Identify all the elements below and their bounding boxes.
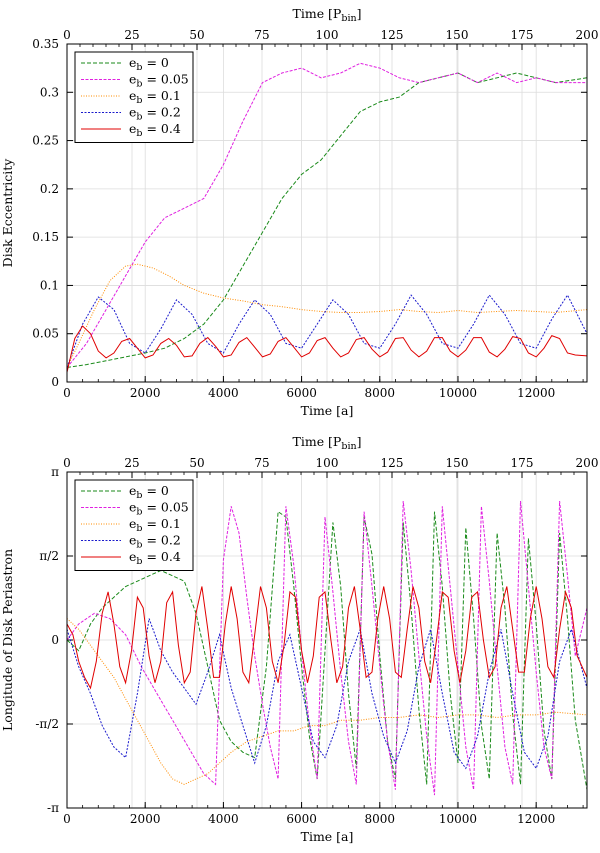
x-tick-label: 10000 <box>439 812 477 826</box>
x2-tick-label: 50 <box>189 28 204 42</box>
x-tick-label: 2000 <box>130 812 161 826</box>
x2-tick-label: 125 <box>381 28 404 42</box>
series-line-4 <box>67 294 587 368</box>
x-tick-label: 4000 <box>208 812 239 826</box>
x-tick-label: 2000 <box>130 386 161 400</box>
x2-axis-label: Time [Pbin] <box>293 434 362 452</box>
x-tick-label: 8000 <box>365 386 396 400</box>
legend-box <box>74 479 194 571</box>
legend-label-4: eb = 0.2 <box>129 533 181 551</box>
x-tick-label: 0 <box>63 386 71 400</box>
x2-tick-label: 175 <box>511 456 534 470</box>
y-tick-label: π <box>51 465 59 479</box>
x-tick-label: 6000 <box>286 386 317 400</box>
y-tick-label: 0.3 <box>40 85 59 99</box>
legend-label-1: eb = 0 <box>129 55 169 73</box>
plot-frame <box>66 43 588 383</box>
x-axis-label: Time [a] <box>301 403 354 418</box>
y-axis-label: Disk Eccentricity <box>0 158 15 268</box>
series-group <box>67 500 587 796</box>
legend-label-3: eb = 0.1 <box>129 516 181 534</box>
series-line-1 <box>67 72 587 368</box>
x2-tick-label: 200 <box>576 28 599 42</box>
legend-label-3: eb = 0.1 <box>129 88 181 106</box>
legend-label-4: eb = 0.2 <box>129 105 181 123</box>
y-axis-label: Longitude of Disk Periastron <box>0 549 15 731</box>
y-tick-label: 0.15 <box>32 230 59 244</box>
series-line-5 <box>67 586 587 690</box>
x-tick-label: 0 <box>63 812 71 826</box>
x2-tick-label: 100 <box>316 456 339 470</box>
plot-frame <box>66 471 588 809</box>
x2-tick-label: 175 <box>511 28 534 42</box>
x-tick-label: 12000 <box>517 386 555 400</box>
x2-tick-label: 75 <box>254 28 269 42</box>
y-tick-label: -π/2 <box>35 717 59 731</box>
x-tick-label: 10000 <box>439 386 477 400</box>
x2-tick-label: 0 <box>63 28 71 42</box>
x2-tick-label: 0 <box>63 456 71 470</box>
y-tick-label: 0.1 <box>40 278 59 292</box>
x2-tick-label: 25 <box>124 456 139 470</box>
legend-box <box>74 51 194 143</box>
series-line-5 <box>67 325 587 373</box>
x-tick-label: 6000 <box>286 812 317 826</box>
x2-tick-label: 150 <box>446 28 469 42</box>
x2-tick-label: 75 <box>254 456 269 470</box>
x-axis-label: Time [a] <box>301 829 354 844</box>
legend-label-5: eb = 0.4 <box>129 121 181 139</box>
series-line-3 <box>67 263 587 368</box>
x2-axis-label: Time [Pbin] <box>293 6 362 24</box>
x2-tick-label: 150 <box>446 456 469 470</box>
series-line-2 <box>67 62 587 368</box>
y-tick-label: π/2 <box>39 549 59 563</box>
x2-tick-label: 50 <box>189 456 204 470</box>
y-tick-label: 0 <box>51 375 59 389</box>
y-tick-label: 0.2 <box>40 182 59 196</box>
y-tick-label: 0.25 <box>32 134 59 148</box>
series-line-2 <box>67 500 587 796</box>
legend-label-2: eb = 0.05 <box>129 72 189 90</box>
x-tick-label: 12000 <box>517 812 555 826</box>
y-tick-label: 0.35 <box>32 37 59 51</box>
x2-tick-label: 125 <box>381 456 404 470</box>
y-tick-label: 0 <box>51 633 59 647</box>
x-tick-label: 8000 <box>365 812 396 826</box>
legend-label-5: eb = 0.4 <box>129 549 181 567</box>
x2-tick-label: 200 <box>576 456 599 470</box>
legend-label-2: eb = 0.05 <box>129 500 189 518</box>
y-tick-label: 0.05 <box>32 327 59 341</box>
x2-tick-label: 25 <box>124 28 139 42</box>
legend-label-1: eb = 0 <box>129 483 169 501</box>
series-group <box>67 62 587 373</box>
x-tick-label: 4000 <box>208 386 239 400</box>
y-tick-label: -π <box>47 801 59 815</box>
x2-tick-label: 100 <box>316 28 339 42</box>
